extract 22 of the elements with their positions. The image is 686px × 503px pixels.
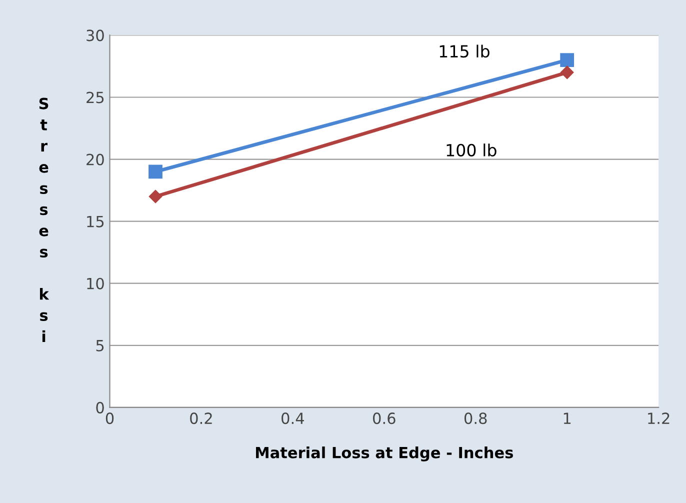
y-tick-label: 15 (87, 216, 104, 228)
y-tick-label: 0 (96, 402, 104, 414)
y-tick-label: 10 (87, 278, 104, 290)
x-tick-label: 1 (564, 412, 571, 424)
point (148, 164, 162, 179)
y-tick-label: 30 (86, 30, 104, 42)
x-tick-label: 0.8 (464, 412, 487, 424)
series-label: 115 lb (440, 44, 490, 58)
x-tick-label: 1.2 (648, 412, 670, 424)
point (560, 53, 574, 67)
text: Stresses ksi (39, 98, 50, 342)
x-axis-title: Material Loss at Edge - Inches (256, 446, 513, 462)
text: 100 lb (446, 144, 496, 156)
y-tick-label: 25 (86, 92, 104, 104)
x-tick-label: 0.6 (373, 412, 396, 424)
point (560, 66, 574, 80)
y-tick-label: 20 (86, 154, 104, 166)
x-tick-label: 0 (106, 412, 114, 424)
x-tick-label: 0.2 (190, 412, 212, 424)
point (148, 190, 162, 204)
x-tick-label: 0.4 (282, 412, 304, 424)
y-tick-label: 5 (96, 340, 104, 352)
